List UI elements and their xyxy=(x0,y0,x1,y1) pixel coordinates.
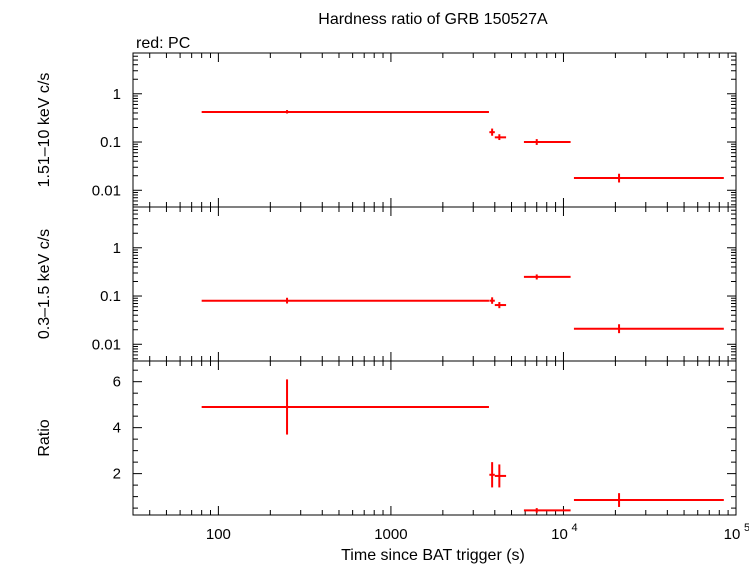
y-axis-label: Ratio xyxy=(36,419,53,456)
panel-3: 2 4 6 Ratio xyxy=(36,360,737,516)
panel-frame xyxy=(132,52,737,208)
panel-frame xyxy=(132,360,737,516)
series-pc xyxy=(201,379,724,513)
y-tick-label: 0.01 xyxy=(92,336,121,353)
series-pc xyxy=(201,110,724,183)
data-point xyxy=(494,302,507,309)
data-point xyxy=(573,324,724,334)
data-point xyxy=(489,128,495,136)
x-tick-label-base: 10 xyxy=(724,526,741,543)
x-tick-label-base: 10 xyxy=(551,526,568,543)
y-tick-label: 1 xyxy=(113,86,121,103)
legend-text: red: PC xyxy=(136,35,190,52)
y-tick-label: 2 xyxy=(113,466,121,483)
series-pc xyxy=(201,274,724,334)
x-tick-label-exponent: 5 xyxy=(744,522,749,534)
data-point xyxy=(489,462,495,488)
x-tick-label: 10 5 xyxy=(724,522,749,543)
data-point xyxy=(201,297,489,304)
data-point xyxy=(523,508,571,513)
y-tick-label: 6 xyxy=(113,374,121,391)
y-tick-label: 0.1 xyxy=(100,288,121,305)
data-point xyxy=(494,464,507,488)
plot-area: 1 0.1 0.01 1.51–10 keV c/s 1 0.1 0.01 0.3–1.5 k… xyxy=(36,52,749,543)
data-point xyxy=(523,274,571,280)
chart-title: Hardness ratio of GRB 150527A xyxy=(318,11,548,28)
x-axis-label: Time since BAT trigger (s) xyxy=(341,547,525,564)
data-point xyxy=(201,379,489,435)
panel-frame xyxy=(132,206,737,362)
data-point xyxy=(573,173,724,183)
x-tick-label: 1000 xyxy=(374,526,407,543)
y-axis-label: 0.3–1.5 keV c/s xyxy=(36,229,53,339)
data-point xyxy=(523,139,571,145)
x-tick-label: 100 xyxy=(206,526,231,543)
data-point xyxy=(201,110,489,114)
x-tick-label-exponent: 4 xyxy=(571,522,577,534)
y-tick-label: 1 xyxy=(113,240,121,257)
data-point xyxy=(489,297,495,304)
data-point xyxy=(494,134,507,141)
y-axis-label: 1.51–10 keV c/s xyxy=(36,73,53,188)
data-point xyxy=(573,493,724,507)
panel-2: 1 0.1 0.01 0.3–1.5 keV c/s xyxy=(36,206,737,362)
x-tick-label: 10 4 xyxy=(551,522,577,543)
y-tick-label: 0.1 xyxy=(100,134,121,151)
panel-1: 1 0.1 0.01 1.51–10 keV c/s xyxy=(36,52,737,208)
y-tick-label: 0.01 xyxy=(92,182,121,199)
y-tick-label: 4 xyxy=(113,420,121,437)
